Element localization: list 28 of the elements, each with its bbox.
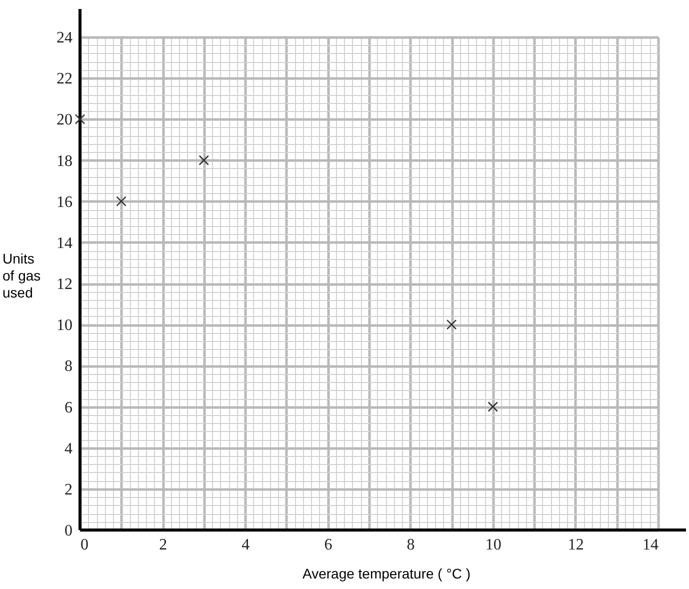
y-tick-label: 14 xyxy=(56,234,72,252)
x-tick-label: 12 xyxy=(568,536,584,554)
x-tick-label: 6 xyxy=(324,536,332,554)
point xyxy=(446,319,457,330)
x-axis-title: Average temperature ( °C ) xyxy=(302,566,470,582)
y-tick-label: 2 xyxy=(64,481,72,498)
y-tick-label: 18 xyxy=(56,152,72,170)
x-tick-label: 8 xyxy=(406,536,415,554)
y-tick-label: 0 xyxy=(64,522,72,540)
point xyxy=(74,114,86,124)
x-tick-label: 14 xyxy=(642,536,658,554)
point xyxy=(488,402,498,412)
x-tick-label: 2 xyxy=(159,536,168,554)
y-tick-label: 22 xyxy=(56,70,72,88)
y-axis-title: Units of gas used xyxy=(2,250,41,300)
x-tick-label: 4 xyxy=(242,536,250,554)
y-tick-label: 12 xyxy=(56,276,72,293)
x-tick-label: 10 xyxy=(485,536,502,554)
y-tick-label: 24 xyxy=(56,30,72,46)
y-tick-label: 4 xyxy=(64,440,72,458)
x-tick-label: 0 xyxy=(80,536,88,554)
y-tick-label: 16 xyxy=(56,194,72,211)
point xyxy=(116,196,126,206)
y-tick-label: 8 xyxy=(64,358,72,376)
y-tick-label: 20 xyxy=(56,112,72,129)
point xyxy=(198,155,210,166)
y-tick-label: 10 xyxy=(56,317,72,334)
y-tick-label: 6 xyxy=(64,399,72,416)
